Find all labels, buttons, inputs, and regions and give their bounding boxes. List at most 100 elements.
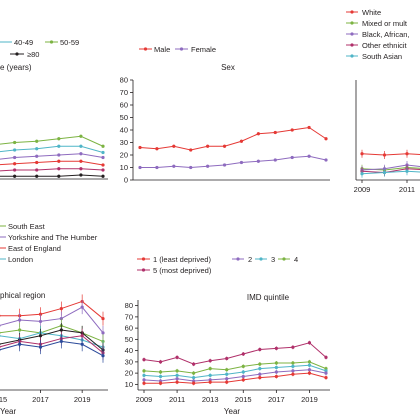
imd-point xyxy=(274,365,278,370)
age-line-5 xyxy=(0,174,104,177)
age-point xyxy=(79,173,83,177)
age-series-series-purple xyxy=(0,152,105,160)
imd-point xyxy=(192,381,196,385)
imd-point xyxy=(241,370,245,374)
age-legend-label-80plus: ≥80 xyxy=(27,50,39,59)
sex-point xyxy=(324,158,328,162)
age-point xyxy=(101,144,105,148)
imd-line-1 xyxy=(143,361,327,374)
imd-point xyxy=(175,373,179,377)
imd-panel: 1 (least deprived) 2 3 4 5 (most deprive… xyxy=(125,255,330,416)
sex-panel: Male Female Sex 0 10 20 30 40 50 60 70 80 xyxy=(120,45,330,185)
age-point xyxy=(13,148,17,152)
imd-point xyxy=(307,371,312,375)
imd-point xyxy=(208,359,212,363)
region-x-tick-label: 2015 xyxy=(0,395,7,404)
region-x-axis-title: Year xyxy=(0,407,17,416)
imd-point xyxy=(158,374,163,379)
imd-point xyxy=(274,361,278,365)
sex-point xyxy=(239,139,244,143)
sex-point xyxy=(155,147,159,151)
ethnicity-point xyxy=(382,170,387,175)
age-line-3 xyxy=(0,160,104,166)
sex-point xyxy=(290,128,294,132)
age-point xyxy=(79,134,83,138)
sex-point xyxy=(189,165,193,170)
imd-point xyxy=(225,380,229,384)
region-point xyxy=(38,345,43,349)
sex-y-tick-label: 30 xyxy=(120,138,128,147)
imd-series-1-least-deprived- xyxy=(142,371,328,386)
sex-y-tick-label: 40 xyxy=(120,126,128,135)
ethnicity-series-other-ethnicit xyxy=(360,164,420,177)
region-x-tick-label: 2017 xyxy=(32,395,49,404)
imd-line-2 xyxy=(143,364,327,379)
sex-point xyxy=(138,165,142,170)
ethnicity-legend: White Mixed or mult Black, African, Othe… xyxy=(346,8,410,61)
imd-point xyxy=(307,360,312,364)
ethnicity-panel: White Mixed or mult Black, African, Othe… xyxy=(346,8,420,194)
imd-point xyxy=(324,355,328,359)
imd-x-axis-title: Year xyxy=(224,407,241,416)
imd-point xyxy=(291,364,295,368)
age-point xyxy=(57,153,61,157)
imd-point xyxy=(258,372,262,376)
sex-point xyxy=(307,154,311,158)
region-series-group xyxy=(0,294,105,363)
sex-point xyxy=(138,145,142,150)
sex-y-tick-label: 0 xyxy=(124,176,128,185)
age-series--80 xyxy=(0,173,105,178)
region-x-ticks: 2015 2017 2019 xyxy=(0,390,91,404)
imd-x-tick-label: 2009 xyxy=(136,395,153,404)
age-point xyxy=(57,167,61,171)
region-legend: South East Yorkshire and The Humber East… xyxy=(0,222,98,264)
imd-y-tick-label: 30 xyxy=(125,357,133,366)
region-point xyxy=(38,334,43,338)
sex-point xyxy=(172,144,176,148)
imd-point xyxy=(258,367,262,371)
sex-point xyxy=(324,137,328,141)
sex-series-male xyxy=(138,125,328,152)
age-series-group xyxy=(0,134,105,178)
imd-series-group xyxy=(142,340,328,386)
imd-y-tick-label: 70 xyxy=(125,312,133,321)
age-point xyxy=(35,154,39,158)
imd-y-tick-label: 80 xyxy=(125,301,133,310)
imd-point xyxy=(291,361,295,365)
age-point xyxy=(13,168,17,172)
age-point xyxy=(35,147,39,151)
imd-series-4 xyxy=(142,359,328,376)
imd-point xyxy=(142,358,146,362)
age-point xyxy=(13,174,17,178)
region-point xyxy=(38,312,43,316)
region-point xyxy=(80,342,84,346)
age-point xyxy=(13,140,17,145)
age-panel-title: e (years) xyxy=(0,63,32,72)
age-point xyxy=(101,168,105,172)
sex-legend-label-male: Male xyxy=(154,45,170,54)
imd-series-5-most-deprived- xyxy=(142,340,328,367)
region-point xyxy=(59,306,63,311)
sex-point xyxy=(239,160,244,165)
imd-point xyxy=(307,368,312,372)
imd-x-ticks: 2009 2011 2013 2015 2017 2019 xyxy=(136,390,318,404)
imd-point xyxy=(175,355,179,359)
sex-point xyxy=(256,132,260,136)
imd-point xyxy=(208,380,212,384)
ethnicity-point xyxy=(405,152,409,156)
age-point xyxy=(57,137,61,141)
imd-point xyxy=(208,367,212,371)
age-line-0 xyxy=(0,135,104,147)
imd-x-tick-label: 2013 xyxy=(202,395,219,404)
sex-point xyxy=(206,164,210,168)
age-point xyxy=(57,159,61,163)
imd-point xyxy=(192,376,196,380)
region-point xyxy=(101,354,105,358)
imd-point xyxy=(291,345,295,349)
ethnicity-point xyxy=(405,169,409,173)
ethnicity-point xyxy=(360,172,364,176)
age-point xyxy=(13,162,17,166)
imd-point xyxy=(324,371,328,375)
imd-point xyxy=(175,380,179,384)
imd-legend-label-4: 4 xyxy=(294,255,298,264)
